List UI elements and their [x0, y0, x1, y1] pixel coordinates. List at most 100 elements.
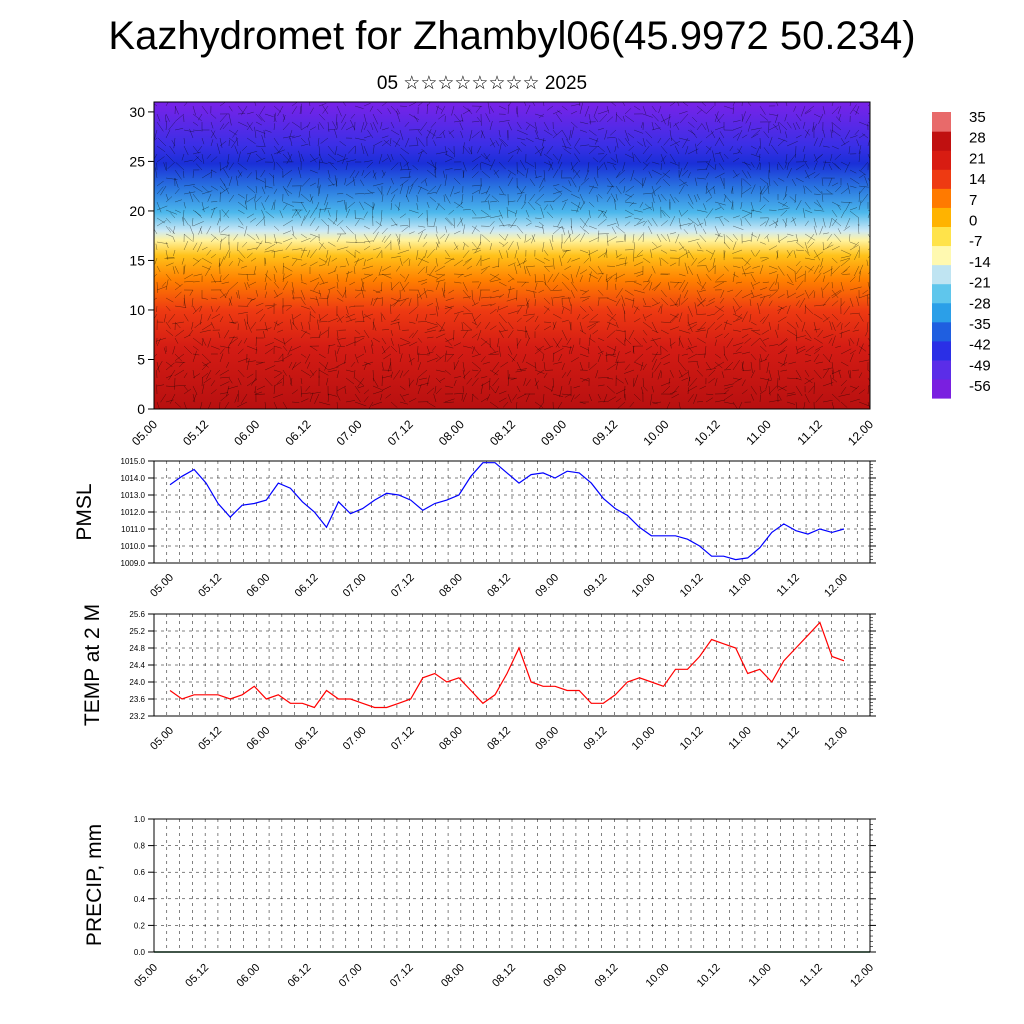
- x-tick-label: 09.00: [538, 417, 569, 448]
- y-tick-label: 25: [129, 153, 145, 169]
- x-tick-label: 06.00: [244, 572, 272, 600]
- x-tick-label: 06.12: [282, 417, 313, 448]
- x-tick-label: 11.12: [775, 572, 802, 599]
- x-tick-label: 06.12: [293, 725, 321, 753]
- y-tick-label: 0.2: [134, 921, 146, 930]
- x-tick-label: 05.12: [180, 417, 211, 448]
- colorbar-label: -35: [969, 316, 991, 333]
- y-tick-label: 1012.0: [121, 508, 146, 517]
- x-tick-label: 11.00: [743, 417, 774, 448]
- y-tick-label: 25.2: [129, 627, 145, 636]
- colorbar-labels: 35 28 21 14 7 0 -7 -14 -21 -28 -35 -42 -49 -56: [969, 109, 991, 395]
- colorbar-label: 14: [969, 171, 986, 188]
- y-tick-label: 5: [137, 351, 145, 367]
- precip-y-ticks: 1.0 0.8 0.6 0.4 0.2 0.0: [134, 815, 876, 957]
- colorbar-label: -42: [969, 337, 991, 354]
- x-tick-label: 07.12: [385, 417, 416, 448]
- x-tick-label: 10.12: [692, 417, 723, 448]
- y-tick-label: 10: [129, 302, 145, 318]
- colorbar-block: [932, 207, 951, 227]
- x-tick-label: 08.00: [437, 725, 465, 753]
- pmsl-panel: 1015.0 1014.0 1013.0 1012.0 1011.0 1010.0 1009…: [73, 457, 876, 600]
- x-tick-label: 09.00: [533, 572, 561, 600]
- colorbar-block: [932, 340, 951, 361]
- colorbar-block: [932, 226, 951, 247]
- colorbar-block: [932, 169, 951, 189]
- x-tick-label: 08.00: [439, 962, 467, 990]
- colorbar-label: -14: [969, 254, 991, 271]
- colorbar-block: [932, 131, 951, 151]
- x-tick-label: 08.00: [437, 572, 465, 600]
- x-tick-label: 05.00: [129, 417, 160, 448]
- temp-y-axis-label: TEMP at 2 M: [81, 604, 104, 726]
- colorbar: 35 28 21 14 7 0 -7 -14 -21 -28 -35 -42 -49 -56: [932, 109, 991, 399]
- y-tick-label: 1013.0: [121, 491, 146, 500]
- x-tick-label: 11.12: [794, 417, 825, 448]
- y-tick-label: 20: [129, 203, 145, 219]
- y-tick-label: 1.0: [134, 815, 146, 824]
- y-tick-label: 25.6: [129, 610, 145, 619]
- pmsl-y-axis-label: PMSL: [73, 483, 96, 540]
- x-tick-label: 12.00: [848, 962, 876, 990]
- y-tick-label: 0.4: [134, 895, 146, 904]
- x-tick-label: 07.12: [388, 962, 416, 990]
- x-tick-label: 08.12: [485, 725, 513, 753]
- colorbar-block: [932, 264, 951, 285]
- temp-grid: [154, 613, 870, 717]
- colorbar-block: [932, 321, 951, 342]
- y-tick-label: 23.6: [129, 695, 145, 704]
- x-tick-label: 09.12: [581, 572, 609, 600]
- x-tick-label: 07.12: [389, 725, 417, 753]
- y-tick-label: 15: [129, 252, 145, 268]
- colorbar-block: [932, 112, 951, 132]
- x-tick-label: 08.12: [485, 572, 513, 600]
- colorbar-block: [932, 150, 951, 170]
- x-tick-label: 09.12: [592, 962, 620, 990]
- heatmap-frame: [153, 101, 871, 410]
- sub-title: 05 ☆☆☆☆☆☆☆☆ 2025: [376, 73, 588, 94]
- colorbar-label: 7: [969, 192, 977, 209]
- y-tick-label: 24.8: [129, 644, 145, 653]
- y-tick-label: 0.0: [134, 948, 146, 957]
- x-tick-label: 10.00: [644, 962, 672, 990]
- temp-y-ticks: 25.6 25.2 24.8 24.4 24.0 23.6 23.2: [129, 610, 876, 721]
- x-tick-label: 10.12: [695, 962, 723, 990]
- temp-panel: 25.625.224.824.424.023.623.2 05.00 05.12 0…: [81, 604, 876, 753]
- x-tick-label: 05.12: [196, 572, 224, 600]
- x-tick-label: 12.00: [845, 417, 876, 448]
- x-tick-label: 08.00: [436, 417, 467, 448]
- x-tick-label: 11.00: [746, 962, 773, 989]
- x-tick-label: 08.12: [490, 962, 518, 990]
- colorbar-blocks: [932, 112, 951, 399]
- colorbar-block: [932, 378, 951, 399]
- x-tick-label: 06.00: [234, 962, 262, 990]
- y-tick-label: 1011.0: [121, 525, 145, 534]
- x-tick-label: 11.12: [798, 962, 825, 989]
- x-tick-label: 11.12: [775, 725, 802, 752]
- x-tick-label: 09.12: [589, 417, 620, 448]
- x-tick-label: 06.12: [286, 962, 314, 990]
- colorbar-label: -28: [969, 295, 991, 312]
- y-tick-label: 24.4: [129, 661, 145, 670]
- colorbar-block: [932, 359, 951, 380]
- x-tick-label: 07.00: [334, 417, 365, 448]
- x-tick-label: 10.12: [678, 725, 706, 753]
- x-tick-label: 10.00: [630, 725, 658, 753]
- colorbar-label: -21: [969, 275, 991, 292]
- wind-vectors: [154, 102, 870, 409]
- x-tick-label: 05.12: [183, 962, 211, 990]
- x-tick-label: 05.00: [132, 962, 160, 990]
- x-tick-label: 12.00: [822, 572, 850, 600]
- precip-x-ticks: 05.00 05.12 06.00 06.12 07.00 07.12 08.00 08.12…: [132, 962, 876, 990]
- colorbar-label: 21: [969, 150, 986, 167]
- heatmap-panel: 0 5 10 15 20 25 30 05.00 05.12 06.00 06.12 07.00 07…: [129, 101, 876, 448]
- colorbar-label: -49: [969, 357, 991, 374]
- pmsl-y-ticks: 1015.0 1014.0 1013.0 1012.0 1011.0 1010.0 1009…: [121, 457, 876, 568]
- x-tick-label: 07.00: [341, 572, 369, 600]
- y-tick-label: 0: [137, 401, 145, 417]
- x-tick-label: 12.00: [822, 725, 850, 753]
- colorbar-label: -7: [969, 233, 982, 250]
- x-tick-label: 06.00: [231, 417, 262, 448]
- y-tick-label: 1010.0: [121, 542, 146, 551]
- temp-line: [169, 621, 845, 709]
